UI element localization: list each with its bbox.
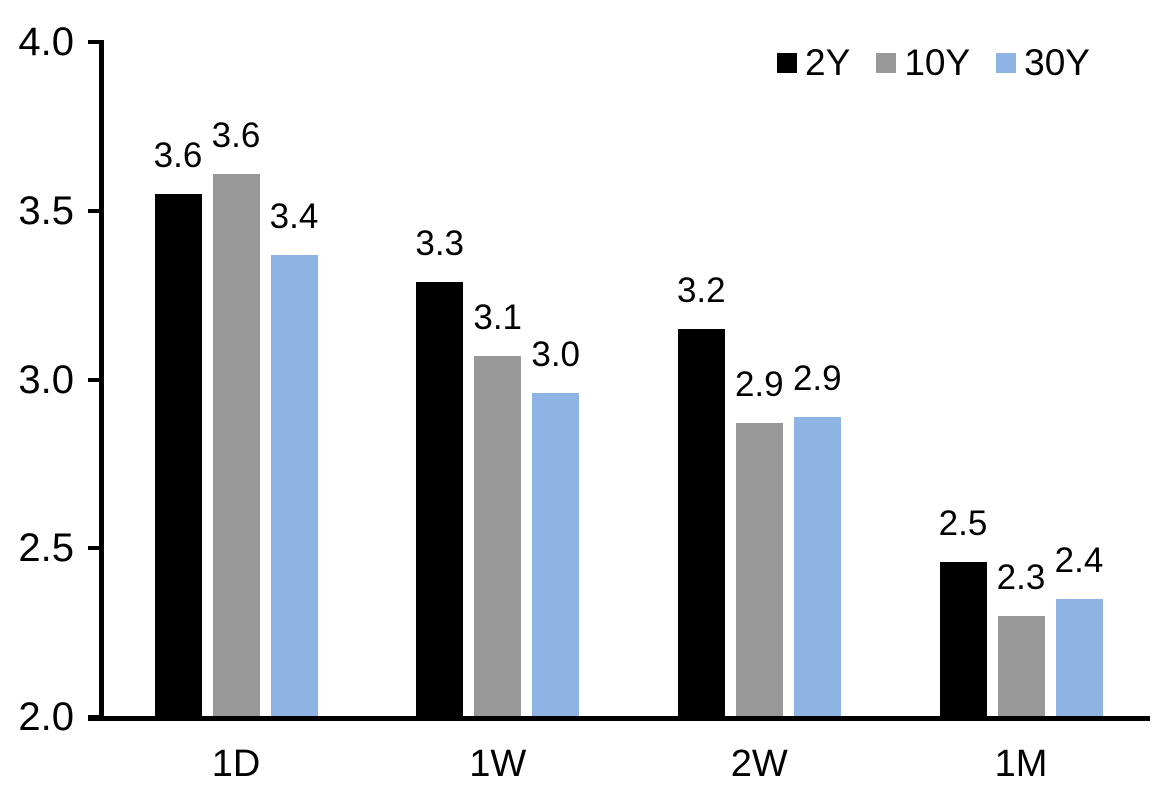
bar-label-30y-2w: 2.9 xyxy=(792,358,842,398)
bar-2y-1d xyxy=(154,193,202,717)
y-tick-3.5 xyxy=(88,208,100,213)
bar-label-30y-1d: 3.4 xyxy=(269,196,319,236)
y-tick-label-3.5: 3.5 xyxy=(18,188,74,233)
bar-10y-2w xyxy=(735,423,783,717)
bar-label-2y-1w: 3.3 xyxy=(415,223,465,263)
y-axis-spine xyxy=(99,40,104,721)
y-tick-label-2.5: 2.5 xyxy=(18,526,74,571)
bar-2y-1w xyxy=(416,281,464,717)
legend-label-30y: 30Y xyxy=(1024,42,1090,83)
legend-label-10y: 10Y xyxy=(904,42,971,83)
x-axis-spine xyxy=(88,716,1150,721)
x-tick-label-1m: 1M xyxy=(994,743,1048,785)
legend-marker-2y-icon xyxy=(777,53,798,73)
legend-item-10y: 10Y xyxy=(876,42,970,84)
y-tick-3.0 xyxy=(88,377,100,382)
y-tick-label-2.0: 2.0 xyxy=(18,695,74,739)
legend-marker-10y-icon xyxy=(876,53,897,73)
bar-label-10y-1d: 3.6 xyxy=(211,115,261,155)
legend-label-2y: 2Y xyxy=(805,42,851,83)
bar-2y-2w xyxy=(677,328,725,717)
bar-label-2y-1m: 2.5 xyxy=(938,503,988,543)
x-tick-label-1d: 1D xyxy=(211,743,261,785)
bar-30y-1w xyxy=(532,393,580,717)
legend-marker-30y-icon xyxy=(996,53,1017,73)
bar-30y-2w xyxy=(793,416,841,717)
bar-label-2y-1d: 3.6 xyxy=(153,135,203,175)
bar-label-10y-1w: 3.1 xyxy=(473,297,523,337)
y-tick-2.5 xyxy=(88,546,100,551)
bar-10y-1m xyxy=(997,615,1045,717)
y-tick-label-4.0: 4.0 xyxy=(18,20,74,64)
bar-10y-1w xyxy=(474,355,522,717)
x-tick-label-2w: 2W xyxy=(730,743,788,785)
bar-30y-1m xyxy=(1055,598,1103,717)
y-tick-4.0 xyxy=(88,40,100,44)
bar-10y-1d xyxy=(212,173,260,717)
y-tick-label-3.0: 3.0 xyxy=(18,357,74,402)
bar-label-30y-1w: 3.0 xyxy=(531,335,581,374)
bar-label-2y-2w: 3.2 xyxy=(676,270,726,310)
bar-2y-1m xyxy=(939,561,987,717)
legend-item-30y: 30Y xyxy=(996,42,1090,84)
legend: 2Y 10Y 30Y xyxy=(777,42,1090,84)
bar-label-30y-1m: 2.4 xyxy=(1054,540,1104,580)
x-tick-label-1w: 1W xyxy=(469,743,527,785)
bar-label-10y-1m: 2.3 xyxy=(996,557,1046,597)
bar-label-10y-2w: 2.9 xyxy=(734,365,784,405)
bar-30y-1d xyxy=(270,254,318,717)
legend-item-2y: 2Y xyxy=(777,42,850,84)
